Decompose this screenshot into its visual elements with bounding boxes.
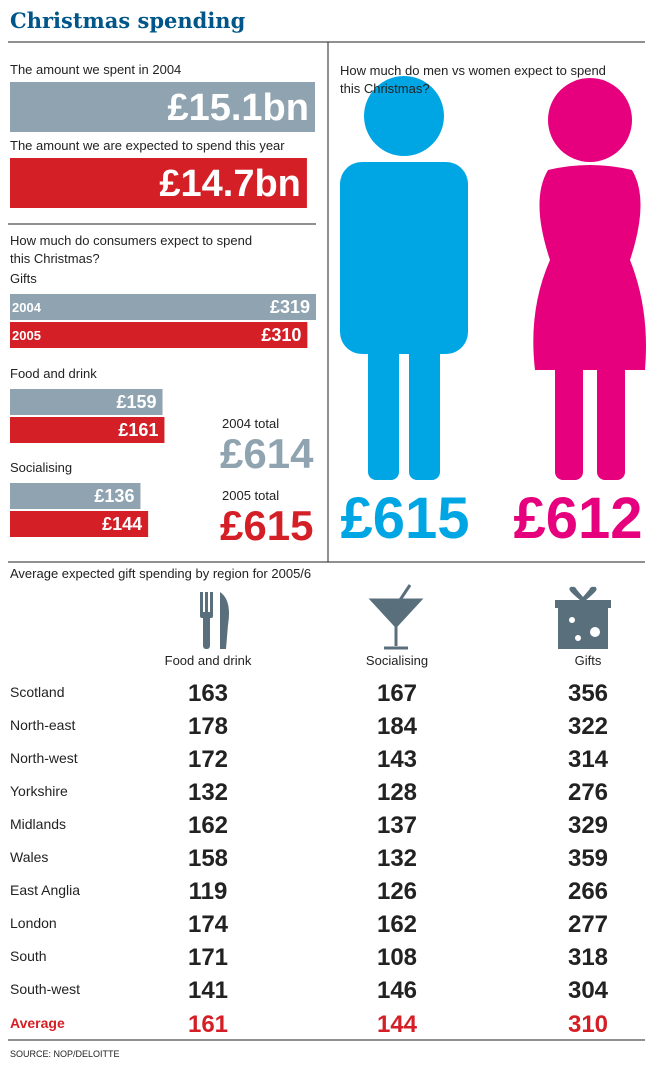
row-label: East Anglia	[10, 882, 80, 898]
man-icon	[340, 76, 468, 480]
bar-value-label: £15.1bn	[167, 87, 309, 129]
bar	[10, 294, 316, 320]
bar	[10, 417, 165, 443]
bar-value-label: £319	[270, 297, 310, 317]
cell: 277	[568, 911, 608, 938]
cell: 174	[188, 911, 229, 938]
cell: 143	[377, 746, 417, 773]
group-label: Gifts	[10, 271, 37, 286]
cell: 128	[377, 779, 417, 806]
woman-icon	[533, 78, 646, 480]
section-title: this Christmas?	[10, 251, 100, 266]
title: Christmas spending	[10, 8, 246, 33]
cell: 184	[377, 713, 418, 740]
group-label: Food and drink	[10, 366, 97, 381]
bar	[10, 82, 315, 132]
cell: 322	[568, 713, 608, 740]
row-label: Yorkshire	[10, 783, 68, 799]
source: SOURCE: NOP/DELOITTE	[10, 1049, 120, 1059]
bar-value-label: £136	[94, 486, 134, 506]
section-title: this Christmas?	[340, 81, 430, 96]
section-title: How much do consumers expect to spend	[10, 233, 252, 248]
cocktail-icon	[368, 584, 424, 650]
men-value: £615	[340, 486, 469, 551]
cell: 178	[188, 713, 228, 740]
cell: 126	[377, 878, 417, 905]
cell: 171	[188, 944, 228, 971]
cell: 137	[377, 812, 417, 839]
row-label: London	[10, 915, 57, 931]
cell: 132	[377, 845, 417, 872]
year-label: 2005	[12, 328, 41, 343]
row-label: North-east	[10, 717, 75, 733]
cell: 119	[189, 878, 228, 905]
row-label: Wales	[10, 849, 48, 865]
row-label: Average	[10, 1015, 65, 1031]
row-label: South-west	[10, 981, 80, 997]
cell: 172	[188, 746, 228, 773]
cell: 163	[188, 680, 228, 707]
bar-value-label: £161	[118, 420, 158, 440]
cell: 162	[377, 911, 417, 938]
cell: 146	[377, 977, 417, 1004]
year-label: 2004	[12, 300, 42, 315]
bar-value-label: £310	[261, 325, 301, 345]
bar	[10, 158, 307, 208]
cell: 161	[188, 1011, 228, 1038]
gift-icon	[555, 586, 611, 649]
row-label: South	[10, 948, 47, 964]
cell: 167	[377, 680, 417, 707]
bar	[10, 322, 308, 348]
cell: 314	[568, 746, 609, 773]
bar	[10, 483, 141, 509]
total-value: £615	[220, 502, 313, 549]
cell: 356	[568, 680, 608, 707]
women-value: £612	[513, 486, 642, 551]
bar-value-label: £14.7bn	[159, 163, 301, 205]
cell: 132	[188, 779, 228, 806]
row-label: Scotland	[10, 684, 64, 700]
cell: 144	[377, 1011, 418, 1038]
cell: 108	[377, 944, 417, 971]
row-label: Midlands	[10, 816, 66, 832]
row-label: North-west	[10, 750, 78, 766]
cutlery-icon	[200, 592, 229, 649]
total-caption: 2004 total	[222, 416, 279, 431]
bar	[10, 511, 149, 537]
cell: 329	[568, 812, 608, 839]
cell: 359	[568, 845, 608, 872]
table-title: Average expected gift spending by region…	[10, 566, 311, 581]
bar	[10, 389, 163, 415]
cell: 318	[568, 944, 608, 971]
cell: 304	[568, 977, 609, 1004]
bar-value-label: £159	[116, 392, 156, 412]
group-label: Socialising	[10, 460, 72, 475]
bar-value-label: £144	[102, 514, 142, 534]
cell: 162	[188, 812, 228, 839]
cell: 310	[568, 1011, 608, 1038]
cell: 141	[188, 977, 228, 1004]
bar-caption: The amount we spent in 2004	[10, 62, 181, 77]
total-value: £614	[220, 430, 314, 477]
column-header: Gifts	[575, 653, 602, 668]
column-header: Socialising	[366, 653, 428, 668]
section-title: How much do men vs women expect to spend	[340, 63, 606, 78]
cell: 266	[568, 878, 608, 905]
cell: 276	[568, 779, 608, 806]
cell: 158	[188, 845, 228, 872]
total-caption: 2005 total	[222, 488, 279, 503]
bar-caption: The amount we are expected to spend this…	[10, 138, 285, 153]
column-header: Food and drink	[165, 653, 252, 668]
